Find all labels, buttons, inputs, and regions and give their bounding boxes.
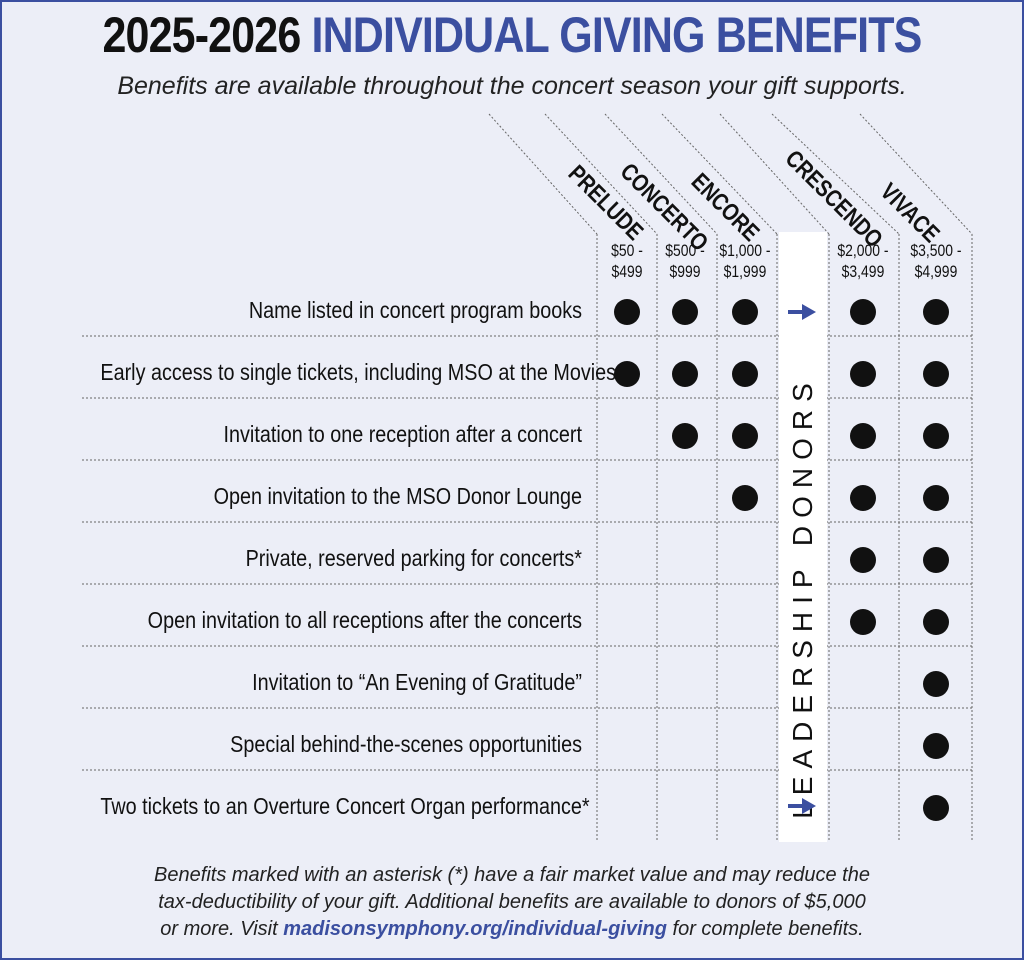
benefit-label: Name listed in concert program books xyxy=(248,297,582,323)
level-name-vivace: VIVACE xyxy=(874,178,945,249)
website-link[interactable]: madisonsymphony.org/individual-giving xyxy=(283,918,667,940)
benefit-label: Invitation to “An Evening of Gratitude” xyxy=(252,669,582,695)
footer-line-3-post: for complete benefits. xyxy=(666,918,864,940)
level-range-concerto: $500 - $999 xyxy=(659,240,711,282)
level-range-line-1: $2,000 - xyxy=(837,241,889,260)
arrow-right-icon xyxy=(788,304,816,320)
level-range-line-1: $1,000 - xyxy=(719,241,771,260)
benefit-included-dot xyxy=(732,485,758,511)
leadership-donors-band xyxy=(779,232,827,842)
level-range-prelude: $50 - $499 xyxy=(601,240,653,282)
title-main: INDIVIDUAL GIVING BENEFITS xyxy=(311,7,923,63)
benefit-label: Private, reserved parking for concerts* xyxy=(245,545,583,571)
benefit-included-dot xyxy=(923,671,949,697)
level-range-line-1: $3,500 - xyxy=(910,241,962,260)
header-diagonal xyxy=(604,113,718,235)
benefit-included-dot xyxy=(923,609,949,635)
benefit-included-dot xyxy=(923,485,949,511)
level-range-line-1: $50 - xyxy=(611,241,643,260)
level-range-line-2: $1,999 xyxy=(723,262,767,281)
header-diagonal xyxy=(859,113,973,235)
benefit-label: Open invitation to all receptions after … xyxy=(147,607,582,633)
level-headers: PRELUDE $50 - $499 CONCERTO $500 - $999 ENCORE… xyxy=(2,2,1022,302)
level-range-line-2: $3,499 xyxy=(841,262,885,281)
footer-line-1: Benefits marked with an asterisk (*) hav… xyxy=(154,864,870,886)
level-range-line-1: $500 - xyxy=(665,241,705,260)
header-diagonal xyxy=(544,113,658,235)
level-range-line-2: $499 xyxy=(611,262,643,281)
benefit-label: Invitation to one reception after a conc… xyxy=(223,421,582,447)
level-range-vivace: $3,500 - $4,999 xyxy=(910,240,962,282)
benefit-included-dot xyxy=(614,361,640,387)
benefit-included-dot xyxy=(850,423,876,449)
benefit-included-dot xyxy=(923,361,949,387)
level-range-line-2: $4,999 xyxy=(914,262,958,281)
subtitle: Benefits are available throughout the co… xyxy=(117,72,907,100)
benefit-included-dot xyxy=(923,299,949,325)
page-title: 2025-2026 INDIVIDUAL GIVING BENEFITS xyxy=(73,6,950,64)
level-range-encore: $1,000 - $1,999 xyxy=(719,240,771,282)
level-range-crescendo: $2,000 - $3,499 xyxy=(837,240,889,282)
header-diagonal xyxy=(488,113,598,235)
benefit-included-dot xyxy=(614,299,640,325)
footer-line-2: tax-deductibility of your gift. Addition… xyxy=(158,891,866,913)
benefit-included-dot xyxy=(850,299,876,325)
benefit-included-dot xyxy=(923,795,949,821)
benefit-label: Early access to single tickets, includin… xyxy=(100,359,616,385)
footer-line-3: or more. Visit madisonsymphony.org/indiv… xyxy=(2,916,1022,943)
arrow-right-icon xyxy=(788,798,816,814)
header-diagonal xyxy=(771,113,900,235)
footer-line-3-pre: or more. Visit xyxy=(160,918,284,940)
benefit-label: Special behind-the-scenes opportunities xyxy=(230,731,583,757)
benefit-included-dot xyxy=(672,299,698,325)
benefit-included-dot xyxy=(850,609,876,635)
benefit-included-dot xyxy=(850,361,876,387)
benefit-included-dot xyxy=(923,547,949,573)
footer-note: Benefits marked with an asterisk (*) hav… xyxy=(2,862,1022,943)
title-year: 2025-2026 xyxy=(102,7,302,63)
benefit-included-dot xyxy=(850,485,876,511)
leadership-donors-label: LEADERSHIP DONORS xyxy=(787,375,818,819)
level-range-line-2: $999 xyxy=(669,262,701,281)
benefit-included-dot xyxy=(672,423,698,449)
benefit-included-dot xyxy=(732,361,758,387)
benefit-included-dot xyxy=(923,423,949,449)
benefit-label: Open invitation to the MSO Donor Lounge xyxy=(213,483,582,509)
header-diagonal xyxy=(719,113,830,235)
benefit-included-dot xyxy=(732,423,758,449)
benefit-included-dot xyxy=(850,547,876,573)
benefit-included-dot xyxy=(672,361,698,387)
benefit-included-dot xyxy=(732,299,758,325)
benefit-included-dot xyxy=(923,733,949,759)
benefit-label: Two tickets to an Overture Concert Organ… xyxy=(100,793,590,819)
